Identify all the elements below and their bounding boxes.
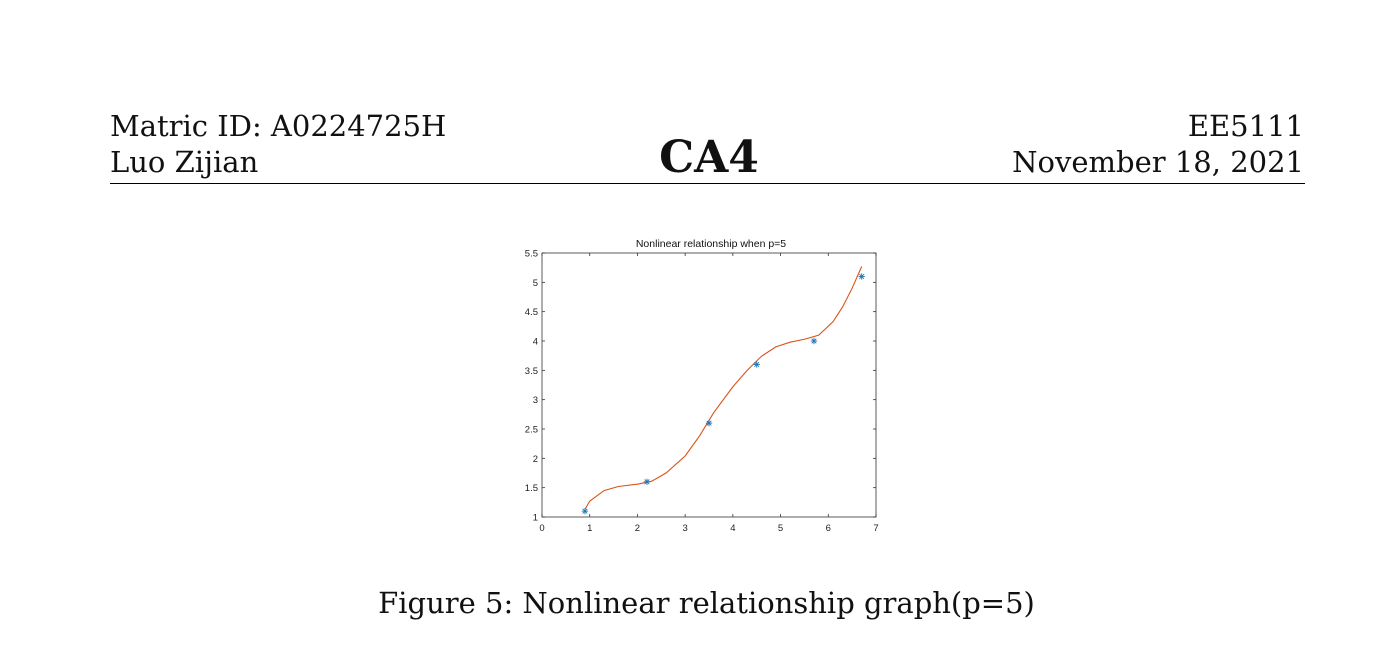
author-name: Luo Zijian xyxy=(110,145,259,179)
y-tick-label: 3.5 xyxy=(525,366,538,377)
x-tick-label: 3 xyxy=(682,523,687,534)
y-tick-label: 2 xyxy=(533,454,538,465)
x-tick-labels: 0 1 2 3 4 5 6 7 xyxy=(539,523,878,534)
data-point xyxy=(753,361,760,368)
x-tick-label: 4 xyxy=(730,523,735,534)
fitted-curve-layer xyxy=(584,266,863,510)
x-tick-label: 7 xyxy=(873,523,878,534)
data-point xyxy=(643,478,651,485)
data-point xyxy=(810,337,818,345)
axis-ticks xyxy=(541,252,877,518)
x-tick-label: 0 xyxy=(539,523,544,534)
y-tick-label: 5.5 xyxy=(525,249,538,260)
y-tick-labels: 1 1.5 2 2.5 3 3.5 4 4.5 5 5.5 xyxy=(525,249,538,524)
y-tick-label: 5 xyxy=(533,278,538,289)
data-point xyxy=(705,419,713,427)
x-tick-label: 5 xyxy=(778,523,783,534)
figure-caption: Figure 5: Nonlinear relationship graph(p… xyxy=(378,586,1035,620)
data-points-layer xyxy=(581,273,865,515)
header-rule xyxy=(110,183,1305,184)
x-tick-label: 1 xyxy=(587,523,592,534)
y-tick-label: 2.5 xyxy=(525,425,538,436)
plot-frame xyxy=(541,252,877,518)
matric-id: Matric ID: A0224725H xyxy=(110,109,447,143)
y-tick-label: 4 xyxy=(533,337,538,348)
data-point xyxy=(858,273,865,280)
fitted-curve xyxy=(584,266,863,510)
y-tick-label: 4.5 xyxy=(525,307,538,318)
x-tick-label: 6 xyxy=(826,523,831,534)
y-tick-label: 3 xyxy=(533,395,538,406)
data-point xyxy=(581,507,589,515)
x-tick-label: 2 xyxy=(635,523,640,534)
y-tick-label: 1 xyxy=(533,513,538,524)
course-code: EE5111 xyxy=(1187,109,1304,143)
y-tick-label: 1.5 xyxy=(525,483,538,494)
chart-title: Nonlinear relationship when p=5 xyxy=(636,238,786,250)
document-date: November 18, 2021 xyxy=(1012,145,1304,179)
document-title: CA4 xyxy=(659,132,759,183)
